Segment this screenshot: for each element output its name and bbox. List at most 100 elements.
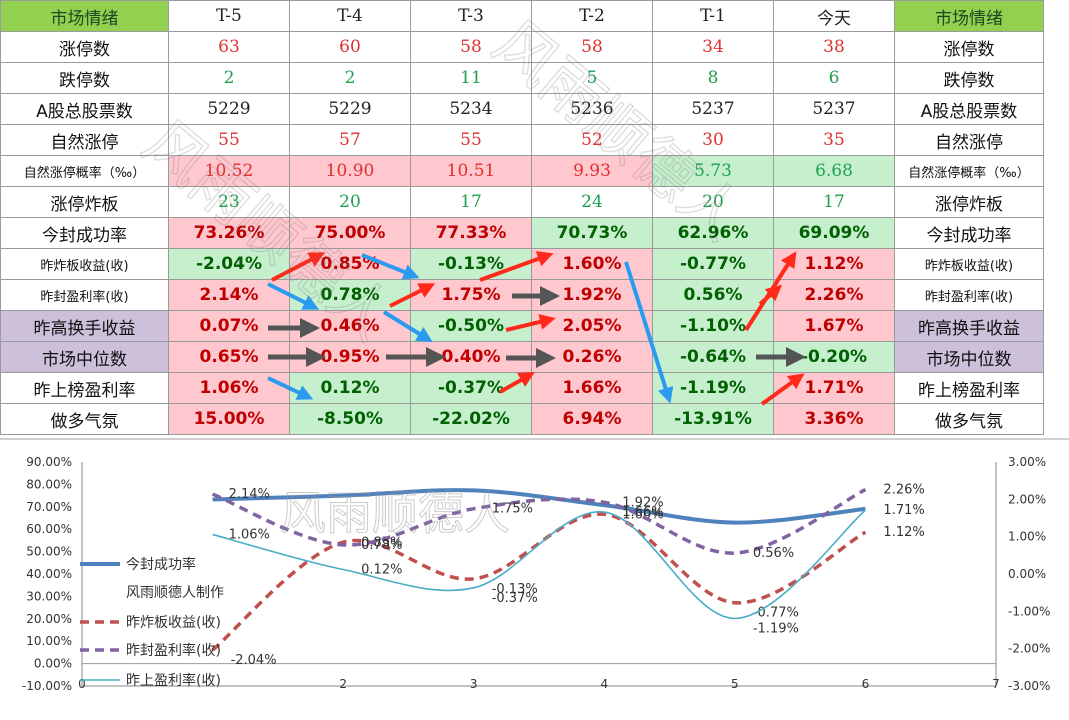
data-label: 1.66% — [622, 505, 663, 520]
series-line — [211, 512, 867, 652]
data-label: 0.85% — [361, 535, 402, 550]
cell-value: 73.26% — [168, 217, 290, 249]
cell-value: 34 — [652, 31, 774, 63]
section-divider — [0, 438, 1069, 440]
cell-value: 69.09% — [773, 217, 895, 249]
cell-value: -0.37% — [410, 372, 532, 404]
data-label: -0.37% — [492, 591, 538, 606]
y-tick-label-right: 1.00% — [1008, 530, 1046, 544]
table-row: 做多气氛 15.00% -8.50% -22.02% 6.94% -13.91% 3.36%… — [0, 403, 1044, 435]
data-label: 2.26% — [883, 483, 924, 498]
y-tick-label-left: 90.00% — [26, 455, 72, 469]
data-label: -2.04% — [231, 653, 277, 668]
row-label: 做多气氛 — [0, 403, 169, 435]
cell-value: 17 — [773, 186, 895, 218]
cell-value: 0.85% — [289, 248, 411, 280]
cell-value: 5236 — [531, 93, 653, 125]
table-row: 昨高换手收益 0.07% 0.46% -0.50% 2.05% -1.10% 1.67% 昨高… — [0, 310, 1044, 342]
cell-value: 0.95% — [289, 341, 411, 373]
cell-value: 35 — [773, 124, 895, 156]
table-row: 今封成功率 73.26% 75.00% 77.33% 70.73% 62.96% 69.09… — [0, 217, 1044, 249]
y-tick-label-left: 50.00% — [26, 545, 72, 559]
x-tick-label: 0 — [78, 677, 86, 691]
legend-label: 今封成功率 — [126, 556, 196, 573]
y-tick-label-left: 70.00% — [26, 500, 72, 514]
cell-value: 10.52 — [168, 155, 290, 187]
legend-label: 昨封盈利率(收) — [126, 642, 221, 659]
market-sentiment-sheet: 市场情绪 T-5 T-4 T-3 T-2 T-1 今天 市场情绪 涨停数 63 60 58 58 34 38… — [0, 0, 1044, 435]
table-row: 涨停炸板 23 20 17 24 20 17 涨停炸板 — [0, 186, 1044, 218]
table-row: A股总股票数 5229 5229 5234 5236 5237 5237 A股总股票数 — [0, 93, 1044, 125]
cell-value: 10.90 — [289, 155, 411, 187]
data-label: -1.19% — [753, 621, 799, 636]
row-label-right: 昨炸板收益(收) — [894, 248, 1044, 280]
row-label: 自然涨停 — [0, 124, 169, 156]
cell-value: 2 — [289, 62, 411, 94]
cell-value: 1.67% — [773, 310, 895, 342]
cell-value: 1.71% — [773, 372, 895, 404]
data-label: -0.77% — [753, 606, 799, 621]
x-tick-label: 3 — [470, 677, 478, 691]
y-tick-label-right: -1.00% — [1008, 604, 1050, 618]
table-row: 市场中位数 0.65% 0.95% 0.40% 0.26% -0.64% -0.20% 市场中… — [0, 341, 1044, 373]
cell-value: 1.75% — [410, 279, 532, 311]
cell-value: -1.19% — [652, 372, 774, 404]
cell-value: 5234 — [410, 93, 532, 125]
cell-value: 1.92% — [531, 279, 653, 311]
cell-value: 0.40% — [410, 341, 532, 373]
cell-value: 20 — [652, 186, 774, 218]
row-label-right: 昨高换手收益 — [894, 310, 1044, 342]
y-tick-label-right: -3.00% — [1008, 679, 1050, 693]
header-day: T-4 — [289, 0, 411, 32]
cell-value: 24 — [531, 186, 653, 218]
data-label: 1.71% — [883, 503, 924, 518]
table-row: 自然涨停概率（‰） 10.52 10.90 10.51 9.93 5.73 6.68 自然涨停… — [0, 155, 1044, 187]
cell-value: -2.04% — [168, 248, 290, 280]
row-label-right: 今封成功率 — [894, 217, 1044, 249]
cell-value: -13.91% — [652, 403, 774, 435]
data-label: 0.12% — [361, 563, 402, 578]
cell-value: 23 — [168, 186, 290, 218]
cell-value: 0.46% — [289, 310, 411, 342]
cell-value: 1.12% — [773, 248, 895, 280]
cell-value: 3.36% — [773, 403, 895, 435]
data-label: 1.92% — [622, 495, 663, 510]
cell-value: 57 — [289, 124, 411, 156]
row-label: 自然涨停概率（‰） — [0, 155, 169, 187]
row-label: 今封成功率 — [0, 217, 169, 249]
row-label: 涨停数 — [0, 31, 169, 63]
legend-label: 昨上盈利率(收) — [126, 672, 221, 689]
y-tick-label-left: 20.00% — [26, 612, 72, 626]
y-tick-label-left: -10.00% — [22, 679, 72, 693]
header-day: T-3 — [410, 0, 532, 32]
series-line — [212, 488, 866, 525]
x-tick-label: 7 — [992, 677, 1000, 691]
cell-value: 5229 — [289, 93, 411, 125]
cell-value: 8 — [652, 62, 774, 94]
header-day: T-2 — [531, 0, 653, 32]
table-row: 涨停数 63 60 58 58 34 38 涨停数 — [0, 31, 1044, 63]
header-day: T-1 — [652, 0, 774, 32]
table-row: 昨封盈利率(收) 2.14% 0.78% 1.75% 1.92% 0.56% 2.26% 昨封… — [0, 279, 1044, 311]
cell-value: 2.14% — [168, 279, 290, 311]
cell-value: 1.60% — [531, 248, 653, 280]
cell-value: 5.73 — [652, 155, 774, 187]
cell-value: 55 — [168, 124, 290, 156]
cell-value: 15.00% — [168, 403, 290, 435]
watermark-text: 风雨顺德人 — [280, 486, 510, 540]
cell-value: -8.50% — [289, 403, 411, 435]
y-tick-label-right: 2.00% — [1008, 492, 1046, 506]
cell-value: -0.20% — [773, 341, 895, 373]
y-tick-label-left: 80.00% — [26, 477, 72, 491]
cell-value: 62.96% — [652, 217, 774, 249]
cell-value: -0.64% — [652, 341, 774, 373]
row-label-right: 涨停数 — [894, 31, 1044, 63]
x-tick-label: 4 — [600, 677, 608, 691]
cell-value: 0.78% — [289, 279, 411, 311]
series-line — [212, 509, 866, 620]
cell-value: 0.07% — [168, 310, 290, 342]
cell-value: 0.12% — [289, 372, 411, 404]
cell-value: 1.66% — [531, 372, 653, 404]
row-label: 涨停炸板 — [0, 186, 169, 218]
y-tick-label-right: 0.00% — [1008, 567, 1046, 581]
